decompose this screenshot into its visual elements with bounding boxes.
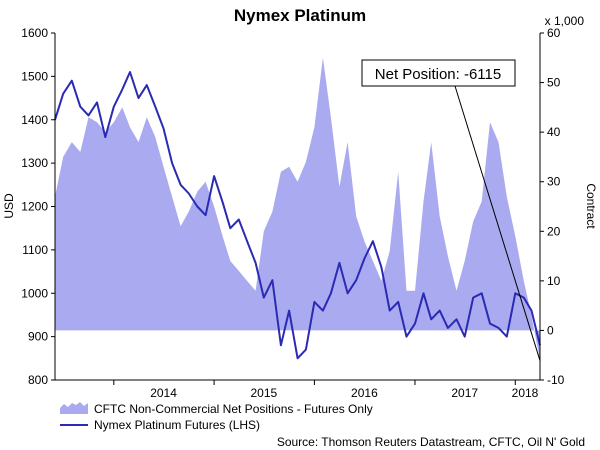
platinum-futures-line: [54, 71, 541, 360]
y-right-tick-label: 50: [547, 76, 561, 90]
y-right-tick-label: 30: [547, 175, 561, 189]
chart-title: Nymex Platinum: [234, 6, 366, 25]
series-area-net-positions: [55, 57, 540, 361]
legend-label-line: Nymex Platinum Futures (LHS): [94, 418, 260, 432]
annotation-box: [361, 59, 516, 87]
x-tick-label: 2018: [512, 386, 539, 400]
series-line-platinum-futures: [54, 71, 541, 360]
y-right-tick-label: 0: [547, 323, 554, 337]
source-note: Source: Thomson Reuters Datastream, CFTC…: [277, 435, 585, 449]
annotation-label: Net Position: -6115: [375, 66, 501, 83]
y-left-tick-label: 1600: [21, 26, 48, 40]
x-tick-label: 2014: [150, 386, 177, 400]
legend-swatch-area: [60, 402, 88, 414]
net-positions-area: [55, 57, 540, 361]
y-right-tick-label: -10: [547, 373, 565, 387]
y-left-tick-label: 800: [28, 373, 48, 387]
y-right-tick-label: 40: [547, 125, 561, 139]
annotation-pointer: [454, 85, 541, 361]
x-ticks: 2014 2015 2016 2017 2018: [113, 380, 539, 400]
x-tick-label: 2015: [250, 386, 277, 400]
y-left-tick-label: 900: [28, 330, 48, 344]
y-right-label: Contract: [584, 183, 598, 229]
net-position-annotation: Net Position: -6115: [361, 59, 541, 361]
x-tick-label: 2016: [351, 386, 378, 400]
y-right-tick-label: 10: [547, 274, 561, 288]
y-right-tick-label: 20: [547, 224, 561, 238]
y-left-tick-label: 1200: [21, 200, 48, 214]
y-right-ticks: -10 0 10 20 30 40 50 60: [540, 26, 565, 387]
y-left-tick-label: 1300: [21, 156, 48, 170]
y-right-tick-label: 60: [547, 26, 561, 40]
y-right-unit: x 1,000: [545, 14, 585, 28]
legend-label-area: CFTC Non-Commercial Net Positions - Futu…: [94, 402, 373, 416]
legend: CFTC Non-Commercial Net Positions - Futu…: [60, 402, 373, 432]
y-left-tick-label: 1000: [21, 286, 48, 300]
y-left-tick-label: 1500: [21, 69, 48, 83]
y-left-tick-label: 1400: [21, 113, 48, 127]
y-left-label: USD: [2, 193, 16, 219]
x-tick-label: 2017: [451, 386, 478, 400]
y-left-tick-label: 1100: [22, 243, 48, 257]
y-left-ticks: 800 900 1000 1100 1200 1300 1400 1500 1600: [21, 26, 55, 387]
